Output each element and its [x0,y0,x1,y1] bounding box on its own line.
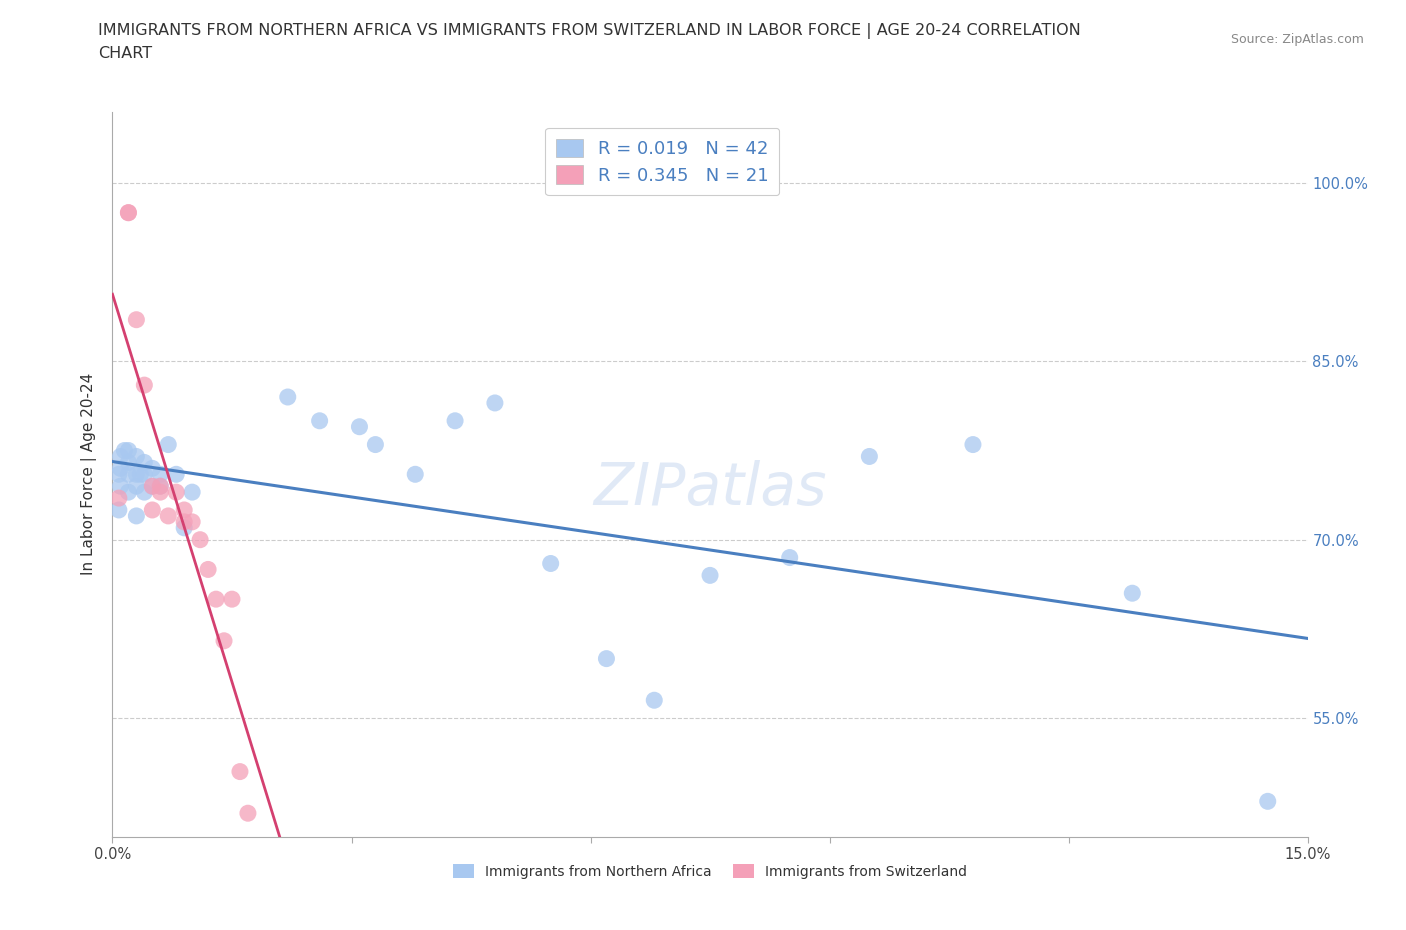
Point [149,485,172,499]
Point [108,491,131,506]
Point [212,633,235,648]
Point [308,413,330,428]
Point [165,467,187,482]
Point [236,805,259,820]
Point [962,437,984,452]
Point [484,395,506,410]
Text: CHART: CHART [98,46,152,61]
Point [114,443,135,458]
Point [188,532,211,547]
Point [108,502,131,517]
Point [157,437,180,452]
Legend: Immigrants from Northern Africa, Immigrants from Switzerland: Immigrants from Northern Africa, Immigra… [447,858,973,884]
Point [181,485,204,499]
Point [149,479,172,494]
Y-axis label: In Labor Force | Age 20-24: In Labor Force | Age 20-24 [80,373,97,576]
Point [125,479,148,494]
Point [117,467,139,482]
Point [173,521,195,536]
Point [141,479,163,494]
Point [125,467,148,482]
Point [858,449,880,464]
Point [125,509,148,524]
Point [1257,794,1279,809]
Point [110,461,132,476]
Point [197,562,219,577]
Point [149,479,172,494]
Point [181,514,204,529]
Point [125,312,148,327]
Point [117,443,139,458]
Point [364,437,387,452]
Point [141,461,163,476]
Point [173,502,195,517]
Point [444,413,467,428]
Point [165,485,187,499]
Point [117,455,139,470]
Point [125,449,148,464]
Point [134,455,156,470]
Point [110,449,132,464]
Point [108,467,131,482]
Point [699,568,721,583]
Point [349,419,371,434]
Point [540,556,562,571]
Text: ZIPatlas: ZIPatlas [593,460,827,517]
Text: IMMIGRANTS FROM NORTHERN AFRICA VS IMMIGRANTS FROM SWITZERLAND IN LABOR FORCE | : IMMIGRANTS FROM NORTHERN AFRICA VS IMMIG… [98,23,1081,39]
Point [277,390,299,405]
Point [134,378,156,392]
Point [1121,586,1143,601]
Point [134,485,156,499]
Point [149,467,172,482]
Point [779,551,801,565]
Point [110,479,132,494]
Text: Source: ZipAtlas.com: Source: ZipAtlas.com [1230,33,1364,46]
Point [157,509,180,524]
Point [129,467,152,482]
Point [134,467,156,482]
Point [404,467,426,482]
Point [205,591,228,606]
Point [117,206,139,220]
Point [221,591,243,606]
Point [117,485,139,499]
Point [595,651,617,666]
Point [643,693,665,708]
Point [173,514,195,529]
Point [141,479,163,494]
Point [141,502,163,517]
Point [229,764,252,779]
Point [117,206,139,220]
